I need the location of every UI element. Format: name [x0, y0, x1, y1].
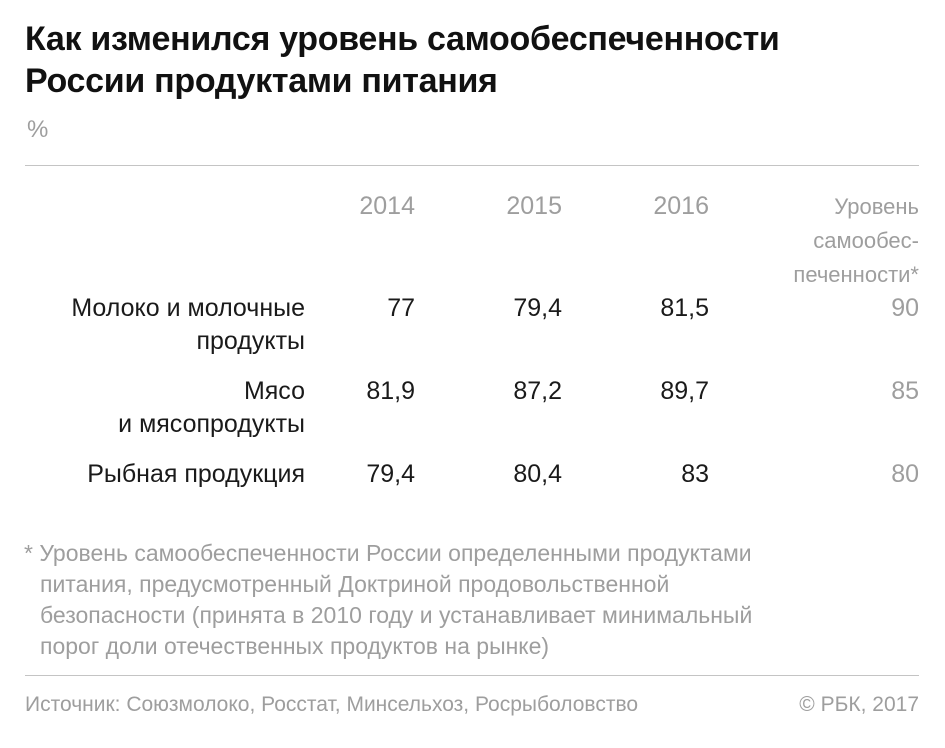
column-header-2016: 2016 — [653, 192, 709, 220]
norm-column-header: Уровень самообес- печенности* — [709, 190, 919, 292]
row-label-milk: Молоко и молочные продукты — [25, 292, 305, 375]
value-milk-2014: 77 — [387, 294, 415, 322]
norm-header-line-1: Уровень — [834, 194, 919, 219]
row-label-line: Мясо — [243, 377, 305, 405]
data-table: 2014 2015 2016 Уровень самообес- печенно… — [25, 190, 919, 508]
column-header-2014: 2014 — [359, 192, 415, 220]
unit-label: % — [27, 116, 49, 143]
value-meat-2015: 87,2 — [513, 377, 562, 405]
title-line-1: Как изменился уровень самообеспеченности — [25, 20, 780, 58]
table-row-meat: Мясо и мясопродукты 81,9 87,2 89,7 85 — [25, 375, 919, 458]
copyright: © РБК, 2017 — [799, 693, 919, 716]
value-fish-2014: 79,4 — [366, 460, 415, 488]
source-note: Источник: Союзмолоко, Росстат, Минсельхо… — [25, 693, 639, 716]
row-label-line: Рыбная продукция — [87, 460, 305, 488]
value-milk-2016: 81,5 — [660, 294, 709, 322]
value-meat-2016: 89,7 — [660, 377, 709, 405]
norm-header-line-2: самообес- — [813, 228, 919, 253]
norm-milk: 90 — [891, 294, 919, 322]
value-milk-2015: 79,4 — [513, 294, 562, 322]
row-label-line: Молоко и молочные — [71, 294, 305, 322]
row-label-fish: Рыбная продукция — [25, 458, 305, 508]
row-label-line: продукты — [196, 327, 305, 355]
value-fish-2015: 80,4 — [513, 460, 562, 488]
chart-title: Как изменился уровень самообеспеченности… — [25, 18, 925, 102]
header-row: 2014 2015 2016 Уровень самообес- печенно… — [25, 190, 919, 292]
table-row-milk: Молоко и молочные продукты 77 79,4 81,5 … — [25, 292, 919, 375]
bottom-divider — [25, 675, 919, 676]
value-meat-2014: 81,9 — [366, 377, 415, 405]
norm-header-line-3: печенности* — [793, 262, 919, 287]
footnote: * Уровень самообеспеченности России опре… — [24, 538, 904, 662]
norm-fish: 80 — [891, 460, 919, 488]
footnote-line-3: безопасности (принята в 2010 году и уста… — [40, 602, 753, 628]
label-column-header — [25, 190, 305, 292]
table-row-fish: Рыбная продукция 79,4 80,4 83 80 — [25, 458, 919, 508]
footnote-line-4: порог доли отечественных продуктов на ры… — [40, 633, 550, 659]
row-label-line: и мясопродукты — [118, 410, 305, 438]
row-label-meat: Мясо и мясопродукты — [25, 375, 305, 458]
title-line-2: России продуктами питания — [25, 62, 498, 100]
value-fish-2016: 83 — [681, 460, 709, 488]
column-header-2015: 2015 — [506, 192, 562, 220]
top-divider — [25, 165, 919, 166]
norm-meat: 85 — [891, 377, 919, 405]
footnote-line-2: питания, предусмотренный Доктриной продо… — [40, 571, 670, 597]
footnote-line-1: * Уровень самообеспеченности России опре… — [24, 540, 752, 566]
